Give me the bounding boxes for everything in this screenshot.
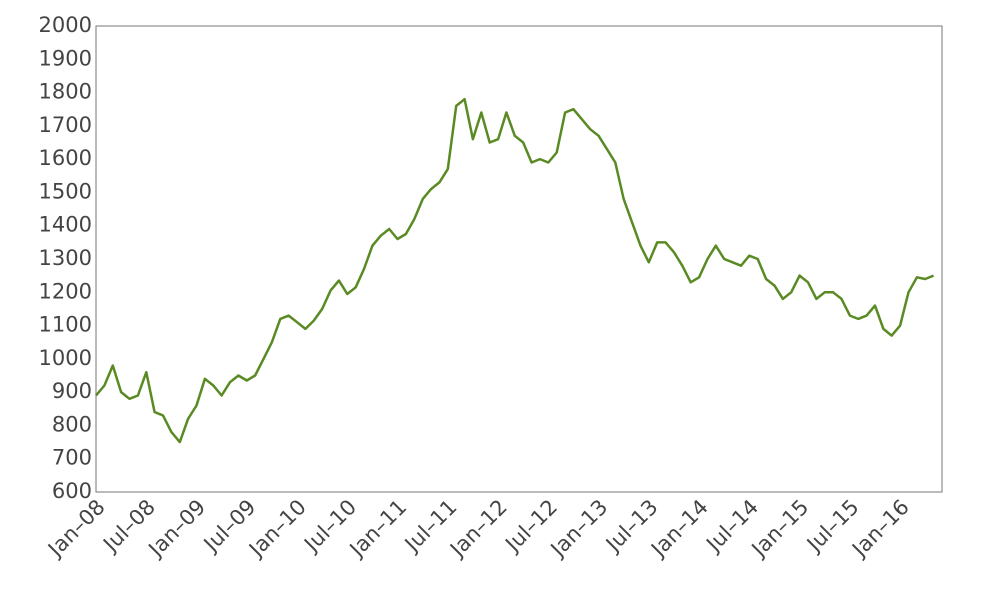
- y-tick-label: 1700: [39, 113, 92, 137]
- y-tick-label: 1500: [39, 179, 92, 203]
- y-tick-label: 1400: [39, 213, 92, 237]
- y-tick-label: 800: [52, 412, 92, 436]
- x-tick-label: Jan–08: [42, 495, 110, 563]
- y-tick-label: 1800: [39, 80, 92, 104]
- y-tick-label: 1900: [39, 46, 92, 70]
- y-tick-label: 2000: [39, 13, 92, 37]
- y-tick-label: 1200: [39, 279, 92, 303]
- y-tick-label: 1000: [39, 346, 92, 370]
- y-tick-label: 1100: [39, 313, 92, 337]
- plot-frame: [95, 25, 943, 493]
- y-tick-label: 900: [52, 379, 92, 403]
- y-tick-label: 700: [52, 446, 92, 470]
- y-tick-label: 600: [52, 479, 92, 503]
- y-tick-label: 1300: [39, 246, 92, 270]
- line-series: [95, 97, 935, 444]
- y-tick-label: 1600: [39, 146, 92, 170]
